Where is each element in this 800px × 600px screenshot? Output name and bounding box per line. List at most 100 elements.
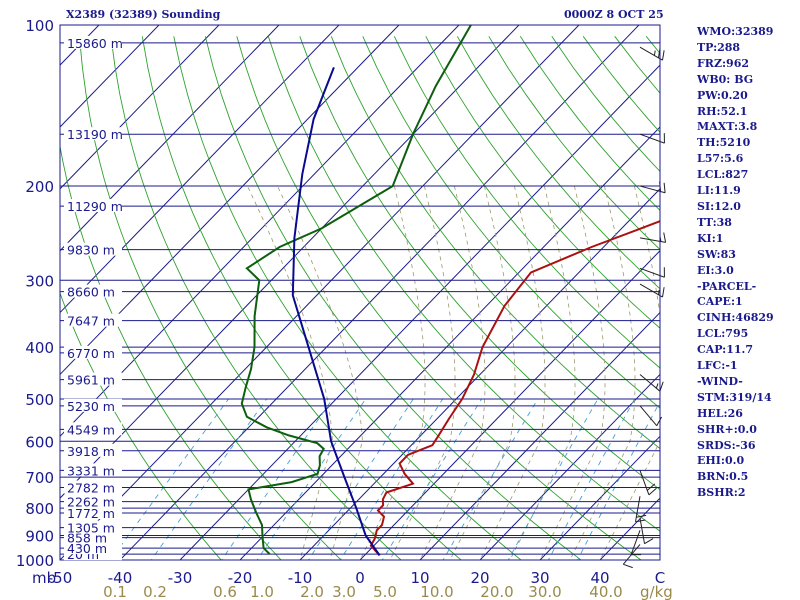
height-label: 9830 m — [67, 243, 115, 258]
wind-barb — [639, 181, 666, 194]
dry-adiabat-line — [267, 36, 660, 532]
index-line: -PARCEL- — [697, 279, 757, 293]
height-label-bg — [64, 242, 122, 256]
wind-barb — [630, 530, 642, 556]
height-label-bg — [64, 422, 122, 436]
index-line: WMO:32389 — [697, 25, 774, 38]
mixing-ratio-tick-label: 20.0 — [480, 583, 513, 600]
wind-barb — [639, 470, 657, 496]
height-label: 3331 m — [67, 463, 115, 478]
wind-barb-staff — [639, 405, 658, 427]
dewpoint-profile-line — [240, 25, 472, 555]
index-line: FRZ:962 — [697, 56, 750, 70]
mixing-ratio-line — [547, 398, 636, 560]
temperature-tick-label: -30 — [168, 569, 193, 587]
height-label-bg — [64, 541, 122, 555]
height-label-bg — [64, 127, 122, 141]
wind-barb-flag — [657, 289, 660, 295]
mixing-ratio-line — [221, 398, 333, 560]
wind-barb — [639, 405, 663, 427]
index-line: TT:38 — [697, 215, 732, 229]
mixing-ratio-tick-label: 0.2 — [143, 583, 167, 600]
height-label-bg — [64, 35, 122, 49]
wind-barb-staff — [639, 470, 650, 495]
pressure-tick-label: 100 — [25, 17, 54, 35]
index-line: EI:3.0 — [697, 263, 734, 277]
plot-frame — [59, 24, 661, 561]
height-label: 5961 m — [67, 373, 115, 388]
wind-barb-flag — [663, 232, 667, 243]
pressure-tick-label: 600 — [25, 433, 54, 451]
height-label: 8660 m — [67, 285, 115, 300]
index-line: KI:1 — [697, 231, 724, 245]
mixing-ratio-tick-label: 2.0 — [300, 583, 324, 600]
dry-adiabat-line — [330, 36, 660, 450]
pressure-tick-label: 900 — [25, 528, 54, 546]
height-label-bg — [64, 443, 122, 457]
dry-adiabat-line — [78, 36, 342, 560]
temperature-tick-label: C — [655, 569, 665, 587]
temperature-tick-label: 20 — [470, 569, 489, 587]
wind-barb-staff — [639, 518, 646, 544]
wind-barb-flag — [655, 383, 659, 389]
parcel-profile-line — [291, 67, 381, 556]
wind-barb — [639, 46, 665, 61]
index-line: SW:83 — [697, 247, 736, 261]
mixing-ratio-tick-label: 40.0 — [589, 583, 622, 600]
height-label-bg — [64, 398, 122, 412]
mixing-ratio-line — [577, 400, 660, 560]
height-label: 11290 m — [67, 199, 123, 214]
height-label-bg — [64, 199, 122, 213]
wind-barb-staff — [639, 237, 666, 243]
index-line: LCL:795 — [697, 327, 749, 341]
series-layer — [240, 25, 660, 556]
wind-barb-flag — [662, 287, 665, 298]
wind-barb-flag — [653, 50, 656, 56]
height-label-bg — [64, 284, 122, 298]
mixing-ratio-tick-label: 5.0 — [373, 583, 397, 600]
height-label-bg — [64, 520, 122, 534]
isotherm-line — [119, 25, 640, 560]
index-line: TH:5210 — [697, 136, 751, 150]
wind-barb-flag — [646, 483, 656, 491]
mixing-ratio-tick-label: 3.0 — [332, 583, 356, 600]
temperature-tick-label: -20 — [228, 569, 253, 587]
index-line: -WIND- — [697, 374, 743, 388]
wind-barb — [622, 544, 641, 569]
index-line: MAXT:3.8 — [697, 120, 758, 134]
mixing-ratio-tick-label: 30.0 — [528, 583, 561, 600]
wind-barb-flag — [623, 563, 633, 569]
mixing-ratio-tick-label: 0.6 — [213, 583, 237, 600]
wind-barb — [639, 131, 665, 144]
dry-adiabat-line — [236, 36, 642, 560]
dry-adiabat-line — [362, 36, 660, 409]
wind-barb-layer — [622, 46, 667, 569]
height-label-bg — [64, 313, 122, 327]
height-label: 13190 m — [67, 127, 123, 142]
height-label-bg — [64, 372, 122, 386]
isotherm-line — [60, 25, 220, 190]
height-label-bg — [64, 506, 122, 520]
height-label: 1305 m — [67, 521, 115, 536]
dry-adiabat-line — [425, 36, 660, 329]
index-line: STM:319/14 — [697, 390, 772, 404]
height-label: 1772 m — [67, 506, 115, 521]
wind-barb-flag — [648, 487, 657, 496]
height-label: 6770 m — [67, 346, 115, 361]
mixing-ratio-line — [150, 398, 268, 560]
temperature-tick-label: -50 — [48, 569, 73, 587]
pressure-tick-label: 800 — [25, 500, 54, 518]
dry-adiabat-line — [60, 291, 222, 560]
height-label-bg — [64, 530, 122, 544]
isotherm-line — [60, 25, 160, 128]
temperature-tick-label: 10 — [410, 569, 429, 587]
pressure-tick-label: 700 — [25, 469, 54, 487]
dry-adiabat-line — [299, 36, 660, 491]
isotherm-line — [60, 25, 280, 252]
dry-adiabat-line — [173, 36, 522, 560]
height-label: 5230 m — [67, 399, 115, 414]
height-label-bg — [64, 494, 122, 508]
pressure-tick-label: 200 — [25, 178, 54, 196]
index-line: LCL:827 — [697, 168, 749, 182]
mixing-ratio-unit: g/kg — [640, 583, 673, 600]
